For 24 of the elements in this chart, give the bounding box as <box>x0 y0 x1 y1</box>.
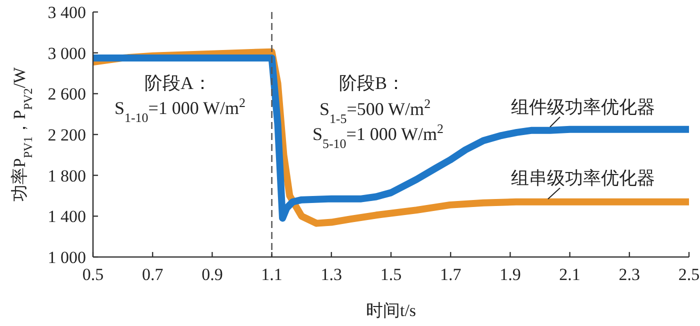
annotation: 阶段A： <box>144 73 212 93</box>
x-tick-label: 2.5 <box>678 265 700 284</box>
x-tick-label: 1.3 <box>320 265 342 284</box>
y-tick-label: 1 400 <box>48 207 86 226</box>
x-tick-label: 0.7 <box>142 265 164 284</box>
x-tick-label: 0.5 <box>82 265 104 284</box>
y-tick-label: 3 000 <box>48 44 86 63</box>
annotation: 阶段B： <box>338 73 406 93</box>
y-tick-label: 1 800 <box>48 166 86 186</box>
x-tick-label: 1.5 <box>380 265 402 284</box>
y-tick-label: 1 000 <box>48 248 86 267</box>
x-tick-label: 2.3 <box>618 265 640 284</box>
x-tick-label: 1.7 <box>440 265 462 284</box>
y-tick-label: 2 200 <box>48 126 86 144</box>
y-tick-label: 3 400 <box>48 3 86 22</box>
x-tick-label: 2.1 <box>559 265 580 284</box>
series-label: 组件级功率优化器 <box>511 97 655 117</box>
x-tick-label: 1.1 <box>261 265 282 284</box>
series-label: 组串级功率优化器 <box>511 168 655 188</box>
x-tick-label: 0.9 <box>202 265 223 284</box>
y-tick-label: 2 600 <box>48 84 86 104</box>
x-tick-label: 1.9 <box>500 265 521 284</box>
annotation: S$_{1-10}$=1 000 W/m$^{2}$ <box>114 94 246 124</box>
x-axis-title: 时间t/s <box>366 301 416 320</box>
